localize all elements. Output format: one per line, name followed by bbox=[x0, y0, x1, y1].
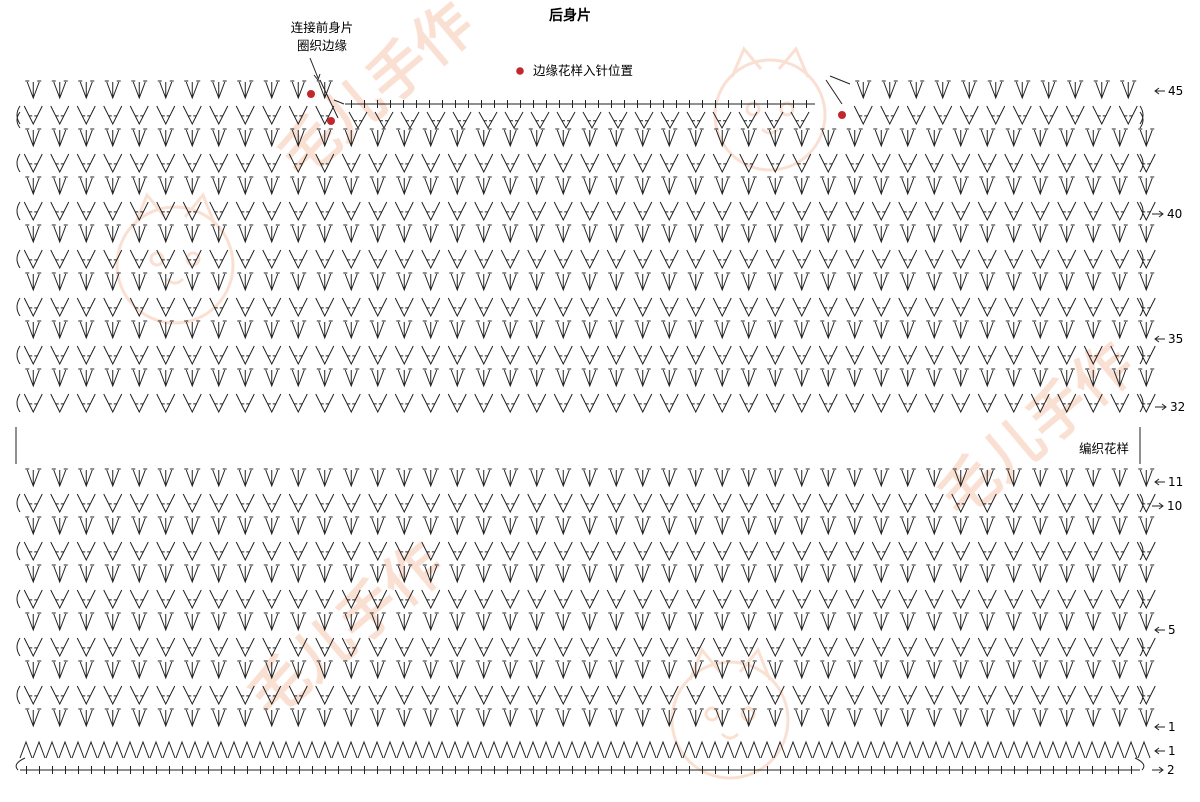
annotation-leader-line bbox=[309, 57, 319, 79]
row-number-text: 35 bbox=[1168, 332, 1183, 346]
row-label-1-bottom: 1 bbox=[1154, 744, 1176, 758]
row-label-40: 40 bbox=[1152, 207, 1182, 221]
start-dot-1 bbox=[307, 90, 315, 98]
row-number-text: 2 bbox=[1167, 763, 1175, 777]
arrow-left-icon bbox=[1154, 335, 1165, 343]
legend-text: 边缘花样入针位置 bbox=[533, 63, 633, 78]
row-label-5: 5 bbox=[1154, 623, 1176, 637]
start-dot-3 bbox=[838, 111, 846, 119]
joining-edge-stitches bbox=[319, 75, 851, 119]
arrow-right-icon bbox=[1152, 766, 1164, 774]
arrow-right-icon bbox=[1152, 502, 1164, 510]
row-label-10: 10 bbox=[1152, 499, 1182, 513]
row-label-45: 45 bbox=[1154, 84, 1183, 98]
row-number-text: 1 bbox=[1168, 720, 1176, 734]
cat-logo-watermark-2 bbox=[713, 46, 827, 172]
arrow-left-icon bbox=[1154, 87, 1165, 95]
arrow-left-icon bbox=[1154, 723, 1165, 731]
stitch-symbols bbox=[15, 80, 1156, 774]
annotation-arrow-icon bbox=[313, 73, 321, 82]
row-label-32: 32 bbox=[1155, 400, 1185, 414]
arrow-right-icon bbox=[1155, 403, 1167, 411]
row-label-11: 11 bbox=[1154, 475, 1183, 489]
row-number-text: 5 bbox=[1168, 623, 1176, 637]
start-point-markers bbox=[307, 90, 846, 125]
row-number-text: 40 bbox=[1167, 207, 1182, 221]
row-label-1-top: 1 bbox=[1154, 720, 1176, 734]
row-number-text: 11 bbox=[1168, 475, 1183, 489]
arrow-right-icon bbox=[1152, 210, 1164, 218]
pattern-label: 编织花样 bbox=[1079, 441, 1129, 456]
row-label-2: 2 bbox=[1152, 763, 1175, 777]
start-dot-2 bbox=[327, 117, 335, 125]
arrow-left-icon bbox=[1154, 478, 1165, 486]
stitch-grid bbox=[15, 75, 1156, 774]
arrow-left-icon bbox=[1154, 747, 1165, 755]
edge-annotation: 连接前身片 圈织边缘 bbox=[291, 20, 354, 82]
legend-dot-icon bbox=[516, 67, 524, 75]
annotation-line-2: 圈织边缘 bbox=[297, 38, 348, 53]
row-number-text: 45 bbox=[1168, 84, 1183, 98]
arrow-left-icon bbox=[1154, 626, 1165, 634]
row-number-text: 32 bbox=[1170, 400, 1185, 414]
row-number-text: 1 bbox=[1168, 744, 1176, 758]
row-number-labels: 45 40 35 32 11 10 5 1 bbox=[1152, 84, 1185, 777]
row-number-text: 10 bbox=[1167, 499, 1182, 513]
chart-title: 后身片 bbox=[549, 7, 591, 24]
legend: 边缘花样入针位置 bbox=[516, 63, 633, 78]
cat-logo-watermark-1 bbox=[115, 192, 235, 325]
gap-section: 编织花样 bbox=[15, 427, 1141, 464]
annotation-line-1: 连接前身片 bbox=[291, 20, 354, 35]
row-label-35: 35 bbox=[1154, 332, 1183, 346]
watermark-text-2: 毛儿手作 bbox=[235, 529, 456, 730]
